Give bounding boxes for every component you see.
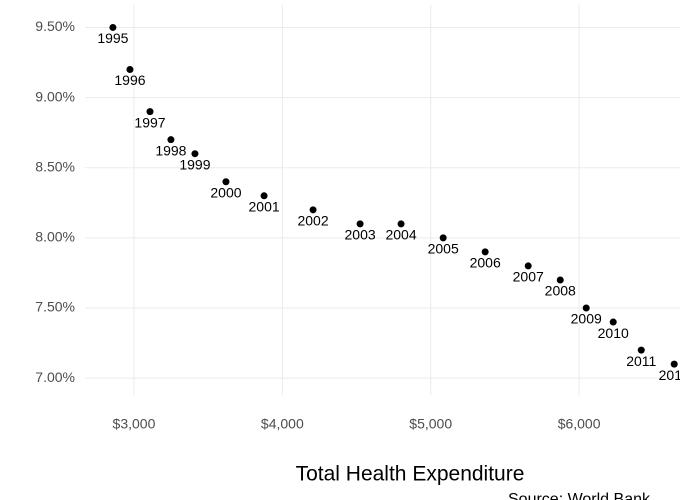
point-label: 2002 — [297, 213, 328, 229]
point — [524, 262, 532, 270]
point-label: 2004 — [385, 227, 416, 243]
point-label: 2012 — [659, 367, 680, 383]
point-label: 1995 — [97, 30, 128, 46]
point — [167, 136, 175, 144]
point — [439, 234, 447, 242]
point-label: 1999 — [179, 156, 210, 172]
point — [670, 360, 678, 368]
y-tick-label: 8.50% — [35, 158, 75, 174]
point-label: 2003 — [345, 227, 376, 243]
point-label: 2010 — [598, 325, 629, 341]
x-tick-label: $4,000 — [261, 416, 304, 432]
point — [260, 192, 268, 200]
point — [356, 220, 364, 228]
point — [109, 23, 117, 31]
point-label: 2001 — [249, 198, 280, 214]
y-tick-label: 8.00% — [35, 229, 75, 245]
y-tick-label: 9.50% — [35, 18, 75, 34]
x-tick-label: $5,000 — [409, 416, 452, 432]
point-label: 2000 — [210, 184, 241, 200]
point — [397, 220, 405, 228]
point — [556, 276, 564, 284]
point-label: 1997 — [134, 114, 165, 130]
point — [609, 318, 617, 326]
y-tick-label: 7.50% — [35, 299, 75, 315]
point-label: 1996 — [114, 72, 145, 88]
point-label: 2007 — [513, 269, 544, 285]
point-label: 1998 — [155, 142, 186, 158]
x-tick-label: $3,000 — [113, 416, 156, 432]
x-axis-title: Total Health Expenditure — [296, 463, 525, 486]
point — [582, 304, 590, 312]
point-label: 2008 — [545, 283, 576, 299]
y-tick-label: 9.00% — [35, 88, 75, 104]
point — [309, 206, 317, 214]
point — [146, 108, 154, 116]
point — [637, 346, 645, 354]
point-label: 2005 — [428, 241, 459, 257]
y-tick-label: 7.00% — [35, 369, 75, 385]
point — [126, 66, 134, 74]
point — [191, 150, 199, 158]
point-label: 2011 — [626, 353, 656, 369]
point — [222, 178, 230, 186]
point — [481, 248, 489, 256]
point-label: 2009 — [571, 311, 602, 327]
point-label: 2006 — [470, 255, 501, 271]
x-tick-label: $6,000 — [558, 416, 601, 432]
caption: Source: World Bank — [508, 491, 651, 500]
